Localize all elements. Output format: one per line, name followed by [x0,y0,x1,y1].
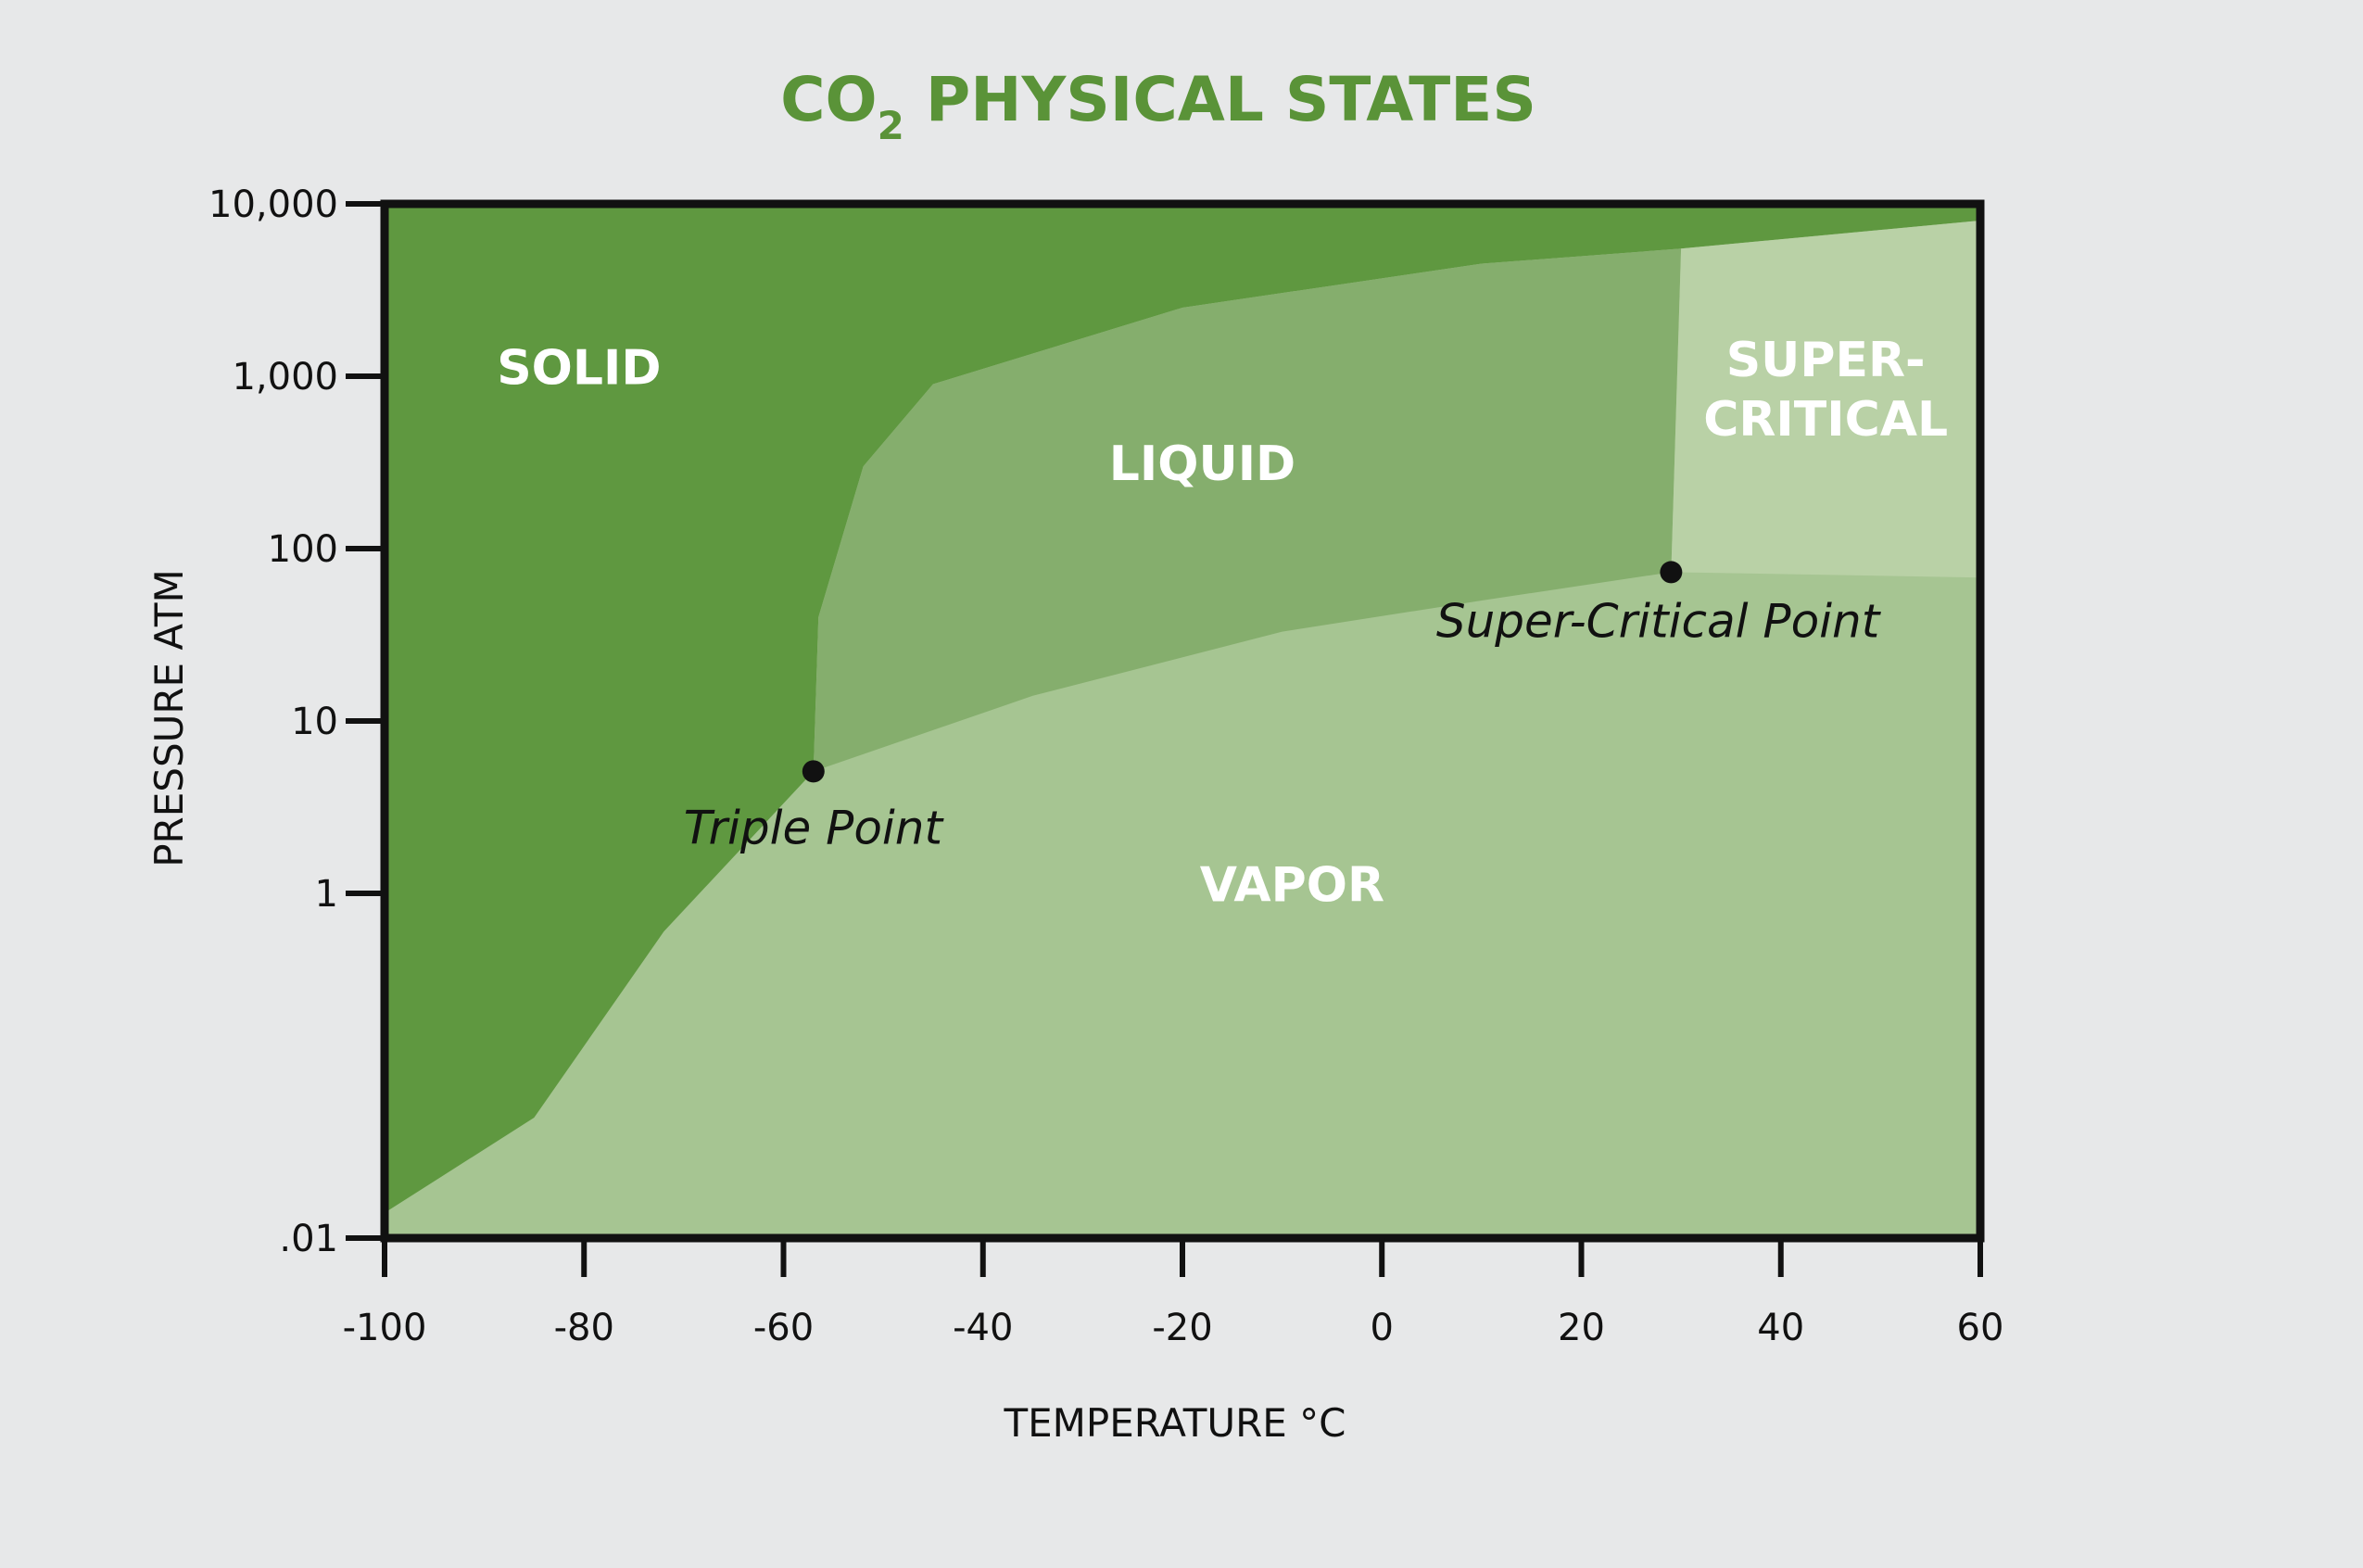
region-label-solid: SOLID [497,341,661,397]
y-tick-label: 1,000 [232,356,338,398]
x-tick-label: -20 [1152,1307,1212,1349]
x-tick-label: -40 [953,1307,1013,1349]
region-liquid [813,248,1682,772]
x-tick-label: -60 [753,1307,814,1349]
x-tick-label: 0 [1371,1307,1394,1349]
chart-title: CO2 PHYSICAL STATES [780,64,1536,148]
plot-area [385,204,1980,1238]
point-marker [802,760,825,783]
chart-title-main: CO [780,64,878,135]
y-axis-label: PRESSURE ATM [146,569,192,867]
region-supercritical [1671,221,1980,578]
x-tick-label: 60 [1957,1307,2004,1349]
x-tick-label: 20 [1558,1307,1605,1349]
chart-title-suffix: PHYSICAL STATES [904,64,1536,135]
annotated-points: Triple Point Super-Critical Point [684,561,1882,854]
y-tick-label: 10,000 [208,183,338,226]
x-tick-label: -80 [554,1307,614,1349]
x-axis-label: TEMPERATURE °C [1003,1400,1346,1446]
x-tick-label: 40 [1757,1307,1804,1349]
y-tick-label: .01 [279,1218,338,1260]
region-labels: SOLID LIQUID SUPER-CRITICAL VAPOR [497,333,1948,914]
point-label: Super-Critical Point [1436,594,1882,648]
point-marker [1660,561,1683,584]
region-label-super-critical: SUPER-CRITICAL [1703,333,1948,448]
y-tick-label: 1 [315,873,338,916]
region-label-vapor: VAPOR [1200,858,1384,914]
region-solid [385,204,1980,1213]
y-tick-label: 10 [291,701,338,743]
x-tick-label: -100 [343,1307,427,1349]
y-tick-label: 100 [268,528,338,571]
chart-title-subscript: 2 [878,103,904,148]
point-label: Triple Point [684,801,945,854]
x-axis: -100 -80 -60 -40 -20 0 20 40 60 [343,1238,2004,1349]
region-label-liquid: LIQUID [1109,436,1295,492]
y-axis: .01 1 10 100 1,000 10,000 [208,183,385,1260]
